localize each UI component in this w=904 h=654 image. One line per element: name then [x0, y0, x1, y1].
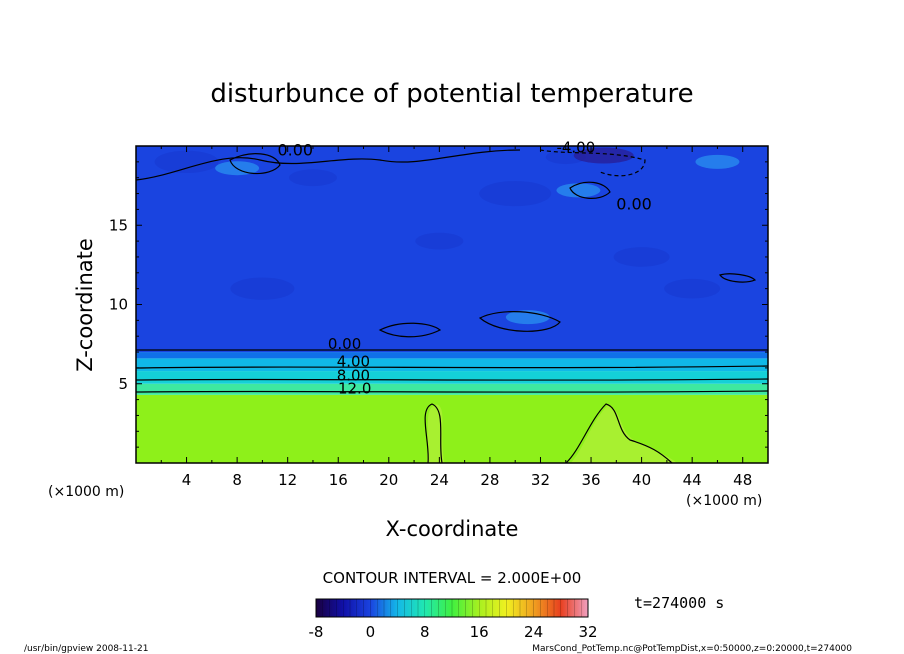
- x-tick-label: 40: [632, 471, 651, 489]
- contour-label: 0.00: [277, 141, 313, 160]
- contour-label: 0.00: [616, 194, 652, 213]
- colorbar-tick-label: 8: [420, 623, 430, 641]
- colorbar-tick-label: 24: [524, 623, 543, 641]
- colorbar-tick-label: 32: [578, 623, 597, 641]
- time-label: t=274000 s: [634, 594, 724, 612]
- plot-area: [136, 146, 768, 463]
- field-patch: [154, 150, 219, 174]
- x-axis-label: X-coordinate: [386, 517, 519, 541]
- contour-label: 4.00: [337, 352, 370, 370]
- contour-interval-label: CONTOUR INTERVAL = 2.000E+00: [323, 569, 582, 587]
- field-patch: [556, 183, 601, 198]
- y-tick-label: 15: [109, 216, 128, 234]
- contour-label: 8.00: [337, 367, 370, 385]
- colorbar-tick-label: 16: [470, 623, 489, 641]
- field-patch: [613, 247, 670, 267]
- field-layer: [136, 358, 768, 372]
- x-tick-label: 44: [683, 471, 702, 489]
- x-tick-label: 24: [430, 471, 449, 489]
- x-tick-label: 4: [182, 471, 192, 489]
- contour-line: [136, 149, 521, 181]
- x-tick-label: 20: [379, 471, 398, 489]
- contour-line: [565, 403, 673, 463]
- y-axis: 5 10 15: [109, 161, 768, 448]
- y-axis-label: Z-coordinate: [73, 238, 97, 372]
- field-patch: [288, 169, 337, 187]
- field-bump: [426, 404, 445, 463]
- x-tick-label: 8: [232, 471, 242, 489]
- x-tick-label: 28: [480, 471, 499, 489]
- x-tick-label: 32: [531, 471, 550, 489]
- contour-line: [719, 273, 757, 283]
- contour-line: [378, 322, 442, 338]
- field-layer: [136, 352, 768, 359]
- field-patch: [573, 147, 634, 164]
- x-unit-left: (×1000 m): [48, 484, 124, 500]
- footer-left: /usr/bin/gpview 2008-11-21: [24, 644, 148, 654]
- chart-title: disturbunce of potential temperature: [210, 79, 693, 109]
- colorbar-ticks: -8 0 8 16 24 32: [309, 623, 598, 641]
- contour-label: -4.00: [556, 138, 595, 156]
- x-axis: 4 8 12 16 20 24 28 32 36 40 44 48: [160, 146, 752, 489]
- colorbar-tick-label: -8: [309, 623, 324, 641]
- contour-line: [424, 403, 443, 463]
- field-layer: [136, 383, 768, 395]
- field-patch: [695, 154, 740, 169]
- field-patch: [479, 180, 552, 207]
- field-layer: [136, 371, 768, 384]
- x-tick-label: 16: [329, 471, 348, 489]
- colorbar-tick-label: 0: [366, 623, 376, 641]
- contour-line: [539, 149, 646, 177]
- contour-line: [569, 181, 611, 199]
- x-tick-label: 48: [733, 471, 752, 489]
- contour-line: [229, 153, 281, 175]
- field-patch: [664, 278, 721, 299]
- y-tick-label: 5: [118, 375, 128, 393]
- contour-label: 12.0: [338, 379, 371, 397]
- x-tick-label: 12: [278, 471, 297, 489]
- contour-line: [478, 311, 561, 332]
- contour-line: [136, 378, 768, 381]
- footer-right: MarsCond_PotTemp.nc@PotTempDist,x=0:5000…: [532, 644, 852, 654]
- field-patch: [415, 232, 464, 250]
- contour-lines: [136, 149, 768, 463]
- field-patch: [230, 277, 295, 300]
- y-tick-label: 10: [109, 296, 128, 314]
- field-layer: [136, 146, 768, 353]
- contour-line: [136, 365, 768, 369]
- contour-label: 0.00: [328, 335, 361, 353]
- contour-line: [136, 390, 768, 393]
- x-tick-label: 36: [581, 471, 600, 489]
- colorbar-stripes: [322, 599, 582, 617]
- field-layer: [136, 394, 768, 463]
- x-unit-right: (×1000 m): [686, 493, 762, 509]
